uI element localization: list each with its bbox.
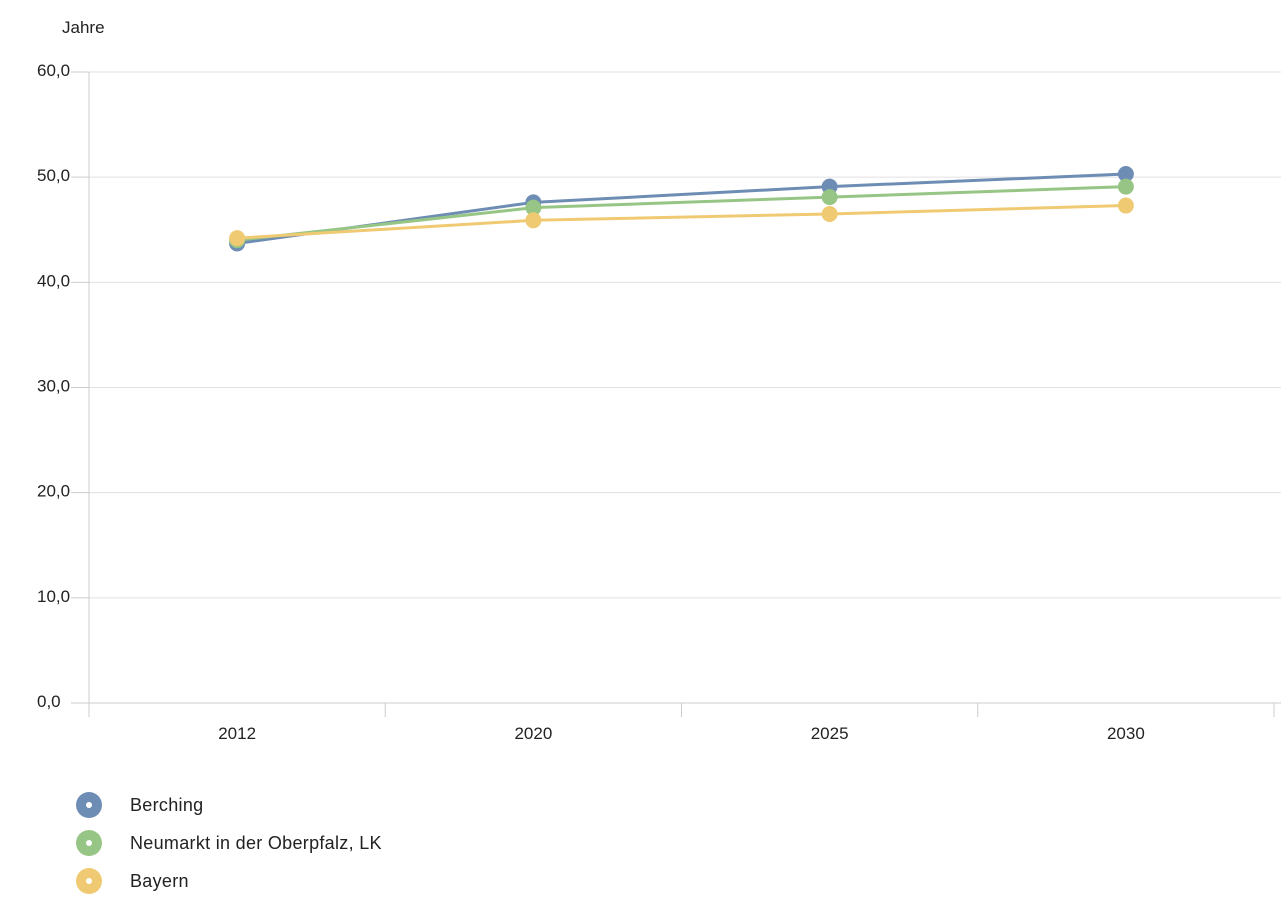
legend-label: Neumarkt in der Oberpfalz, LK <box>130 832 382 853</box>
y-tick-label: 10,0 <box>37 587 70 606</box>
legend-item[interactable]: Berching <box>76 786 382 824</box>
y-axis-ticks: 0,0 10,0 20,0 30,0 40,0 50,0 60,0 <box>37 61 89 711</box>
data-point <box>821 189 838 206</box>
series-lines <box>236 172 1126 245</box>
legend-marker-icon <box>76 868 102 894</box>
y-tick-label: 60,0 <box>37 61 70 80</box>
legend-item[interactable]: Bayern <box>76 862 382 900</box>
data-point <box>821 205 838 222</box>
legend-marker-icon <box>76 792 102 818</box>
gridlines <box>89 71 1281 599</box>
series-points <box>229 166 1134 252</box>
y-tick-label: 50,0 <box>37 166 70 185</box>
y-tick-label: 30,0 <box>37 377 70 396</box>
data-point <box>525 212 542 229</box>
series-line <box>237 204 1126 240</box>
x-tick-label: 2025 <box>811 724 849 743</box>
x-axis-ticks: 2012 2020 2025 2030 <box>88 703 1275 743</box>
y-tick-label: 40,0 <box>37 271 70 290</box>
x-tick-label: 2012 <box>218 724 256 743</box>
legend-label: Bayern <box>130 870 189 891</box>
legend-label: Berching <box>130 794 204 815</box>
legend-item[interactable]: Neumarkt in der Oberpfalz, LK <box>76 824 382 862</box>
x-tick-label: 2030 <box>1107 724 1145 743</box>
legend-marker-icon <box>76 830 102 856</box>
data-point <box>525 199 542 216</box>
line-chart: 0,0 10,0 20,0 30,0 40,0 50,0 60,0 2012 2020 2025… <box>37 18 1281 743</box>
y-axis-title: Jahre <box>62 18 105 37</box>
data-point <box>1117 178 1134 195</box>
data-point <box>229 230 246 247</box>
series-line <box>236 185 1126 242</box>
y-tick-label: 0,0 <box>37 692 61 711</box>
x-tick-label: 2020 <box>514 724 552 743</box>
y-tick-label: 20,0 <box>37 482 70 501</box>
legend: Berching Neumarkt in der Oberpfalz, LK Bay… <box>76 786 382 900</box>
data-point <box>1117 197 1134 214</box>
data-point <box>1117 166 1134 183</box>
axes <box>72 72 1281 717</box>
